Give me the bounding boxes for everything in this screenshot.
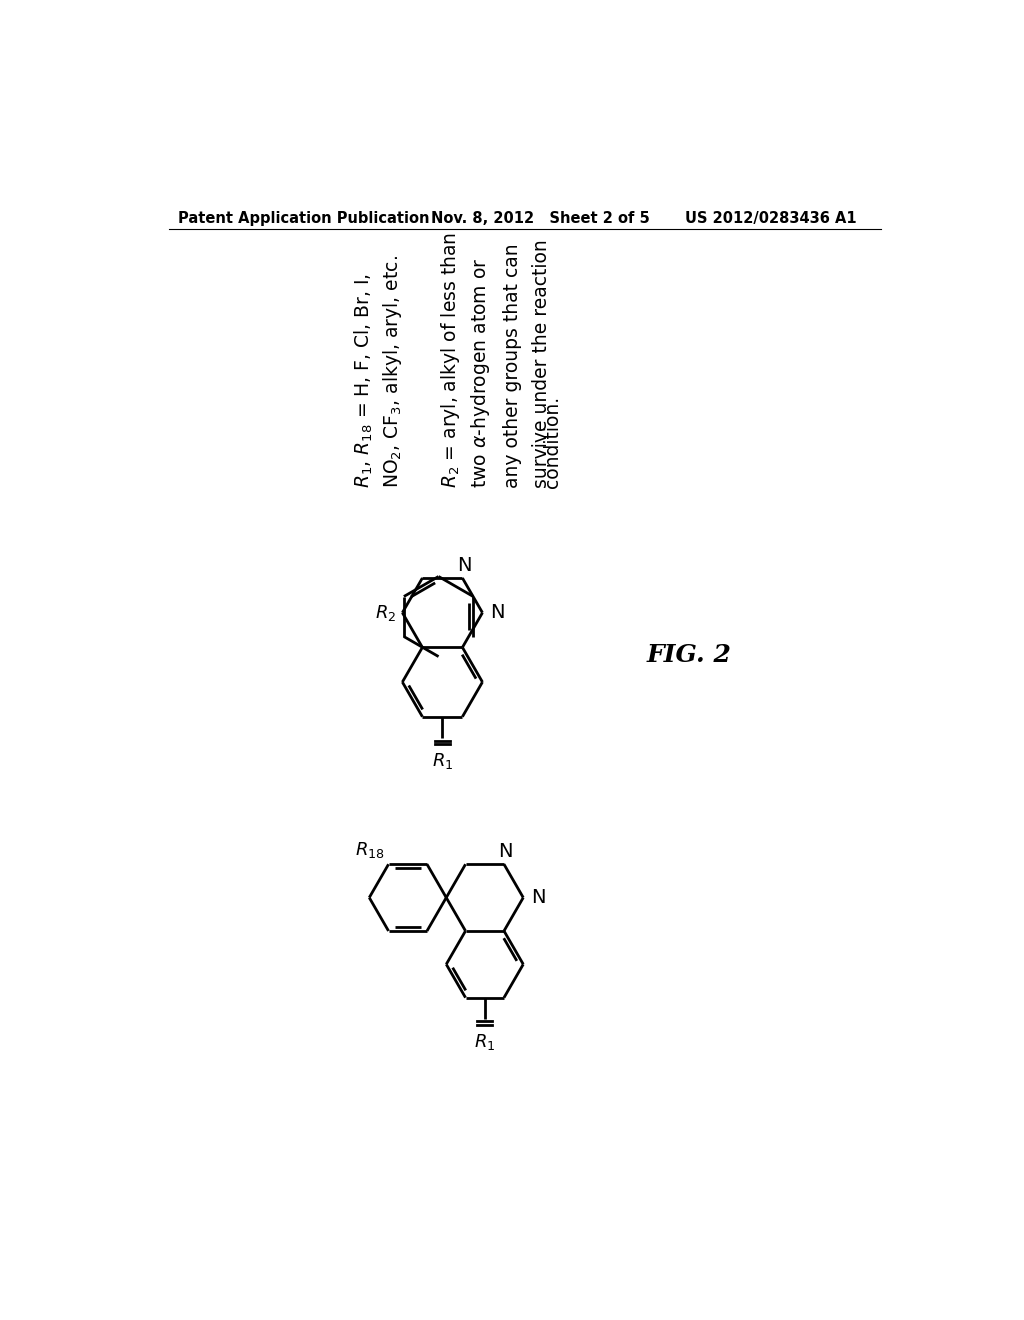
Text: NO$_2$, CF$_3$, alkyl, aryl, etc.: NO$_2$, CF$_3$, alkyl, aryl, etc.	[381, 255, 403, 488]
Text: $R_2$: $R_2$	[375, 603, 396, 623]
Text: condition.: condition.	[543, 396, 562, 488]
Text: $R_2$ = aryl, alkyl of less than: $R_2$ = aryl, alkyl of less than	[438, 232, 462, 488]
Text: $R_{18}$: $R_{18}$	[355, 841, 385, 861]
Text: US 2012/0283436 A1: US 2012/0283436 A1	[685, 211, 857, 226]
Text: N: N	[490, 603, 505, 622]
Text: Patent Application Publication: Patent Application Publication	[178, 211, 430, 226]
Text: survive under the reaction: survive under the reaction	[532, 239, 551, 488]
Text: Nov. 8, 2012   Sheet 2 of 5: Nov. 8, 2012 Sheet 2 of 5	[431, 211, 649, 226]
Text: $R_1$: $R_1$	[432, 751, 453, 771]
Text: N: N	[531, 888, 546, 907]
Text: $R_1$, $R_{18}$ = H, F, Cl, Br, I,: $R_1$, $R_{18}$ = H, F, Cl, Br, I,	[353, 273, 376, 488]
Text: FIG. 2: FIG. 2	[646, 643, 731, 667]
Text: N: N	[457, 556, 471, 576]
Text: N: N	[499, 842, 513, 861]
Text: any other groups that can: any other groups that can	[503, 243, 521, 488]
Text: $R_1$: $R_1$	[474, 1031, 496, 1052]
Text: two $\alpha$-hydrogen atom or: two $\alpha$-hydrogen atom or	[469, 257, 493, 488]
